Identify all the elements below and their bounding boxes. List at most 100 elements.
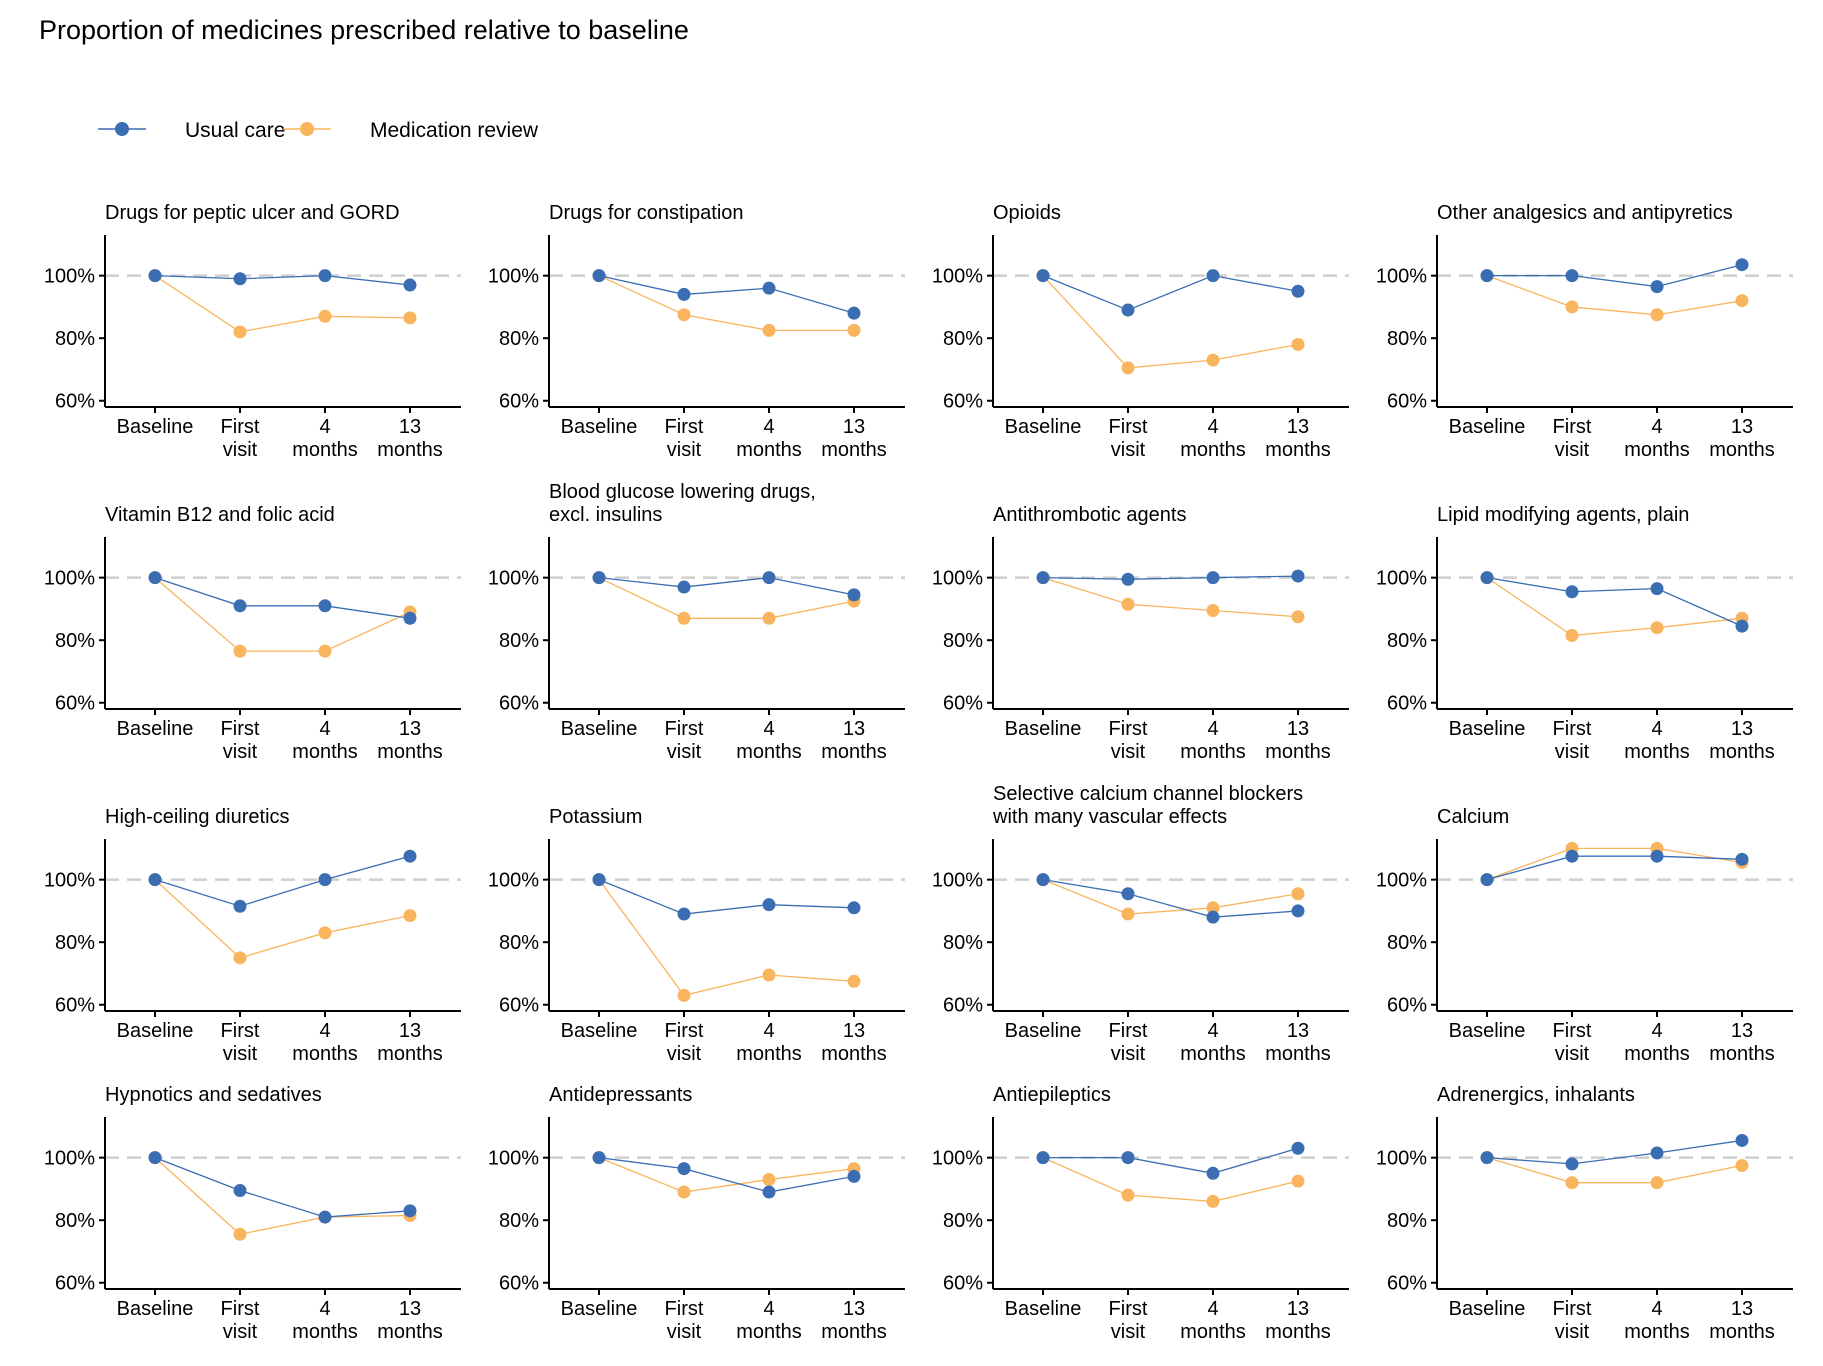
- legend-marker-usual-care: [115, 122, 129, 136]
- panel-blood-glucose-lowering-drugs-excl-insulins: Blood glucose lowering drugs, excl. insul…: [488, 481, 905, 763]
- data-point-usual-care: [1291, 1141, 1305, 1155]
- series-line-usual-care: [1042, 575, 1299, 580]
- data-point-medication-review: [677, 308, 691, 322]
- x-tick-label: First visit: [221, 718, 260, 763]
- data-point-usual-care: [148, 873, 162, 887]
- y-tick-label: 100%: [1376, 266, 1427, 288]
- x-tick-label: First visit: [665, 1298, 704, 1343]
- series-line-usual-care: [598, 1157, 855, 1193]
- x-tick-label: First visit: [1553, 1020, 1592, 1065]
- data-point-medication-review: [403, 311, 417, 325]
- x-tick-label: Baseline: [561, 718, 638, 740]
- y-tick-label: 80%: [55, 630, 95, 652]
- data-point-usual-care: [1206, 1166, 1220, 1180]
- y-tick-label: 60%: [943, 1273, 983, 1295]
- data-point-usual-care: [1291, 904, 1305, 918]
- y-tick-label: 60%: [55, 1273, 95, 1295]
- panel-antiepileptics: Antiepileptics 60% 80% 100% Baseline First vis…: [932, 1084, 1349, 1343]
- y-tick-label: 60%: [1387, 693, 1427, 715]
- data-point-usual-care: [1565, 1157, 1579, 1171]
- data-point-usual-care: [762, 571, 776, 585]
- panel-drugs-for-constipation: Drugs for constipation 60% 80% 100% Baseline…: [488, 202, 905, 461]
- data-point-medication-review: [847, 974, 861, 988]
- x-tick-label: 4 months: [736, 416, 802, 461]
- x-tick-label: Baseline: [1449, 1298, 1526, 1320]
- data-point-medication-review: [762, 611, 776, 625]
- data-point-usual-care: [762, 898, 776, 912]
- y-tick-label: 60%: [1387, 1273, 1427, 1295]
- x-tick-label: 13 months: [821, 718, 887, 763]
- data-point-medication-review: [1650, 621, 1664, 635]
- x-tick-label: Baseline: [1005, 718, 1082, 740]
- y-tick-label: 60%: [499, 995, 539, 1017]
- x-tick-label: 4 months: [736, 718, 802, 763]
- data-point-usual-care: [403, 1204, 417, 1218]
- data-point-usual-care: [1650, 849, 1664, 863]
- x-tick-label: 4 months: [1624, 1020, 1690, 1065]
- panel-title: Adrenergics, inhalants: [1437, 1084, 1635, 1106]
- series-line-medication-review: [1486, 1157, 1743, 1184]
- data-point-usual-care: [403, 278, 417, 292]
- data-point-usual-care: [1291, 569, 1305, 583]
- y-tick-label: 100%: [488, 1148, 539, 1170]
- x-tick-label: 13 months: [1265, 416, 1331, 461]
- data-point-usual-care: [1121, 887, 1135, 901]
- data-point-usual-care: [847, 588, 861, 602]
- data-point-usual-care: [1291, 284, 1305, 298]
- data-point-medication-review: [1121, 1188, 1135, 1202]
- data-point-medication-review: [1121, 597, 1135, 611]
- y-tick-label: 60%: [499, 693, 539, 715]
- y-tick-label: 60%: [943, 995, 983, 1017]
- y-tick-label: 60%: [55, 391, 95, 413]
- x-tick-label: First visit: [665, 718, 704, 763]
- panel-title: Other analgesics and antipyretics: [1437, 202, 1733, 224]
- data-point-usual-care: [847, 1169, 861, 1183]
- x-tick-label: 4 months: [292, 1020, 358, 1065]
- data-point-usual-care: [1480, 571, 1494, 585]
- data-point-usual-care: [148, 571, 162, 585]
- legend-label-medication-review: Medication review: [370, 119, 539, 142]
- series-line-usual-care: [154, 275, 411, 286]
- panel-title: Antithrombotic agents: [993, 504, 1186, 526]
- x-tick-label: 13 months: [1709, 1020, 1775, 1065]
- panel-title: Lipid modifying agents, plain: [1437, 504, 1689, 526]
- data-point-usual-care: [403, 849, 417, 863]
- panel-title: Calcium: [1437, 806, 1509, 828]
- y-tick-label: 100%: [488, 568, 539, 590]
- data-point-usual-care: [1735, 619, 1749, 633]
- series-line-usual-care: [154, 1157, 411, 1218]
- y-tick-label: 80%: [499, 328, 539, 350]
- x-tick-label: Baseline: [117, 416, 194, 438]
- y-tick-label: 60%: [499, 1273, 539, 1295]
- x-tick-label: 4 months: [292, 1298, 358, 1343]
- y-tick-label: 80%: [1387, 328, 1427, 350]
- legend-marker-medication-review: [300, 122, 314, 136]
- data-point-medication-review: [1121, 907, 1135, 921]
- x-tick-label: 13 months: [377, 718, 443, 763]
- data-point-usual-care: [1480, 1151, 1494, 1165]
- data-point-medication-review: [233, 325, 247, 339]
- panel-potassium: Potassium 60% 80% 100% Baseline First visit 4 mo…: [488, 806, 905, 1065]
- y-tick-label: 100%: [44, 568, 95, 590]
- data-point-medication-review: [762, 968, 776, 982]
- data-point-usual-care: [233, 272, 247, 286]
- x-tick-label: Baseline: [117, 718, 194, 740]
- data-point-usual-care: [592, 1151, 606, 1165]
- x-tick-label: 13 months: [1709, 1298, 1775, 1343]
- x-tick-label: 13 months: [821, 1298, 887, 1343]
- panel-title: Opioids: [993, 202, 1061, 224]
- data-point-usual-care: [592, 873, 606, 887]
- y-tick-label: 60%: [499, 391, 539, 413]
- panel-title: Hypnotics and sedatives: [105, 1084, 322, 1106]
- series-line-usual-care: [1486, 1139, 1743, 1165]
- panel-other-analgesics-and-antipyretics: Other analgesics and antipyretics 60% 80% 1…: [1376, 202, 1793, 461]
- series-line-medication-review: [598, 275, 854, 332]
- data-point-medication-review: [318, 644, 332, 658]
- x-tick-label: 4 months: [1180, 1298, 1246, 1343]
- data-point-medication-review: [1565, 300, 1579, 314]
- y-tick-label: 80%: [499, 630, 539, 652]
- panel-hypnotics-and-sedatives: Hypnotics and sedatives 60% 80% 100% Baselin…: [44, 1084, 461, 1343]
- panel-title: Antidepressants: [549, 1084, 692, 1106]
- data-point-medication-review: [1565, 629, 1579, 643]
- data-point-medication-review: [233, 644, 247, 658]
